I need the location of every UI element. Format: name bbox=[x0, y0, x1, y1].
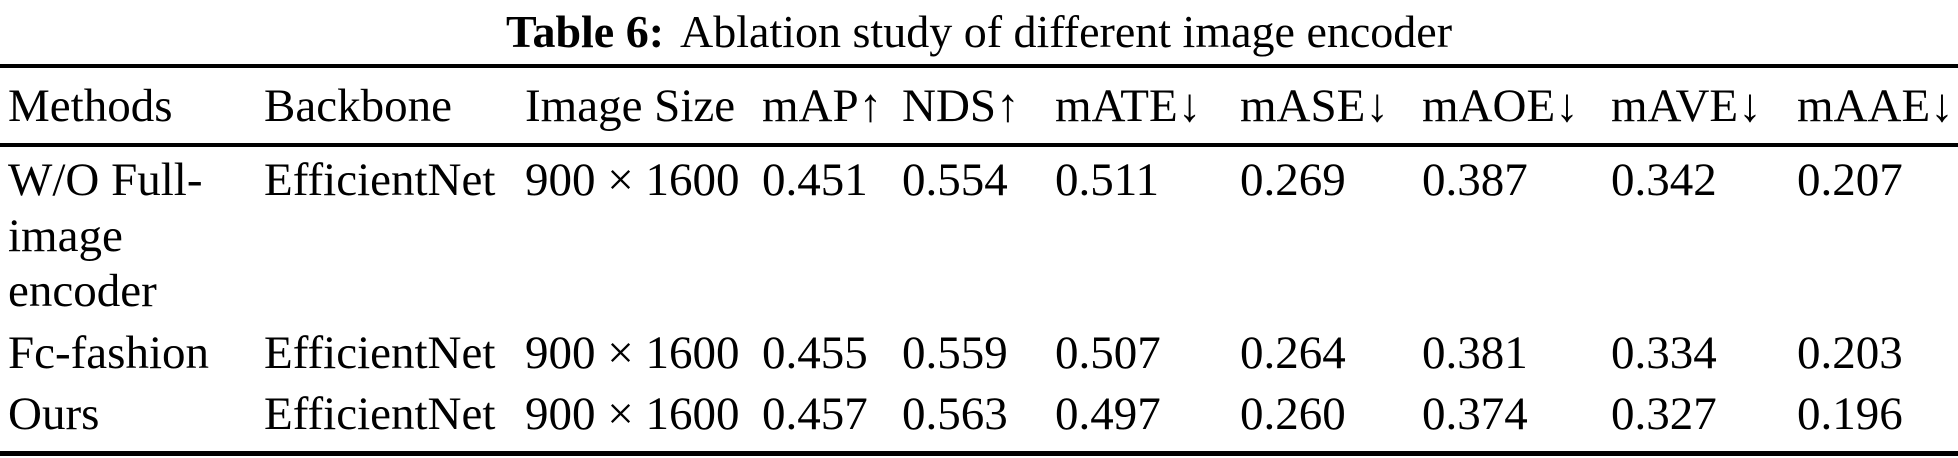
cell-method: Fc-fashion bbox=[8, 326, 210, 379]
cell-map: 0.451 bbox=[762, 154, 868, 207]
cell-nds: 0.554 bbox=[902, 154, 1008, 207]
table-row-wo-full-image-encoder: W/O Full-image encoder EfficientNet 900 … bbox=[0, 145, 1958, 319]
col-header-mave: mAVE↓ bbox=[1611, 66, 1797, 148]
cell-mave: 0.327 bbox=[1611, 388, 1717, 441]
header-row: Methods Backbone Image Size mAP↑ NDS↑ mA… bbox=[0, 66, 1958, 148]
cell-mate: 0.497 bbox=[1055, 388, 1161, 441]
col-header-map: mAP↑ bbox=[762, 66, 902, 148]
table-row-fc-fashion: Fc-fashion EfficientNet 900 × 1600 0.455… bbox=[0, 320, 1958, 381]
cell-mase: 0.269 bbox=[1240, 154, 1346, 207]
cell-maae: 0.207 bbox=[1797, 154, 1903, 207]
cell-mate: 0.511 bbox=[1055, 154, 1160, 207]
col-header-maae: mAAE↓ bbox=[1797, 66, 1958, 148]
cell-method: W/O Full-image encoder bbox=[8, 154, 203, 318]
cell-image-size: 900 × 1600 bbox=[525, 154, 740, 207]
cell-image-size: 900 × 1600 bbox=[525, 388, 740, 441]
col-header-backbone: Backbone bbox=[264, 66, 525, 148]
col-header-mase: mASE↓ bbox=[1240, 66, 1422, 148]
cell-backbone: EfficientNet bbox=[264, 154, 496, 207]
cell-mase: 0.264 bbox=[1240, 326, 1346, 379]
cell-backbone: EfficientNet bbox=[264, 388, 496, 441]
table-caption: Table 6: Ablation study of different imag… bbox=[0, 0, 1958, 64]
cell-maae: 0.203 bbox=[1797, 326, 1903, 379]
cell-nds: 0.559 bbox=[902, 326, 1008, 379]
cell-maae: 0.196 bbox=[1797, 388, 1903, 441]
cell-nds: 0.563 bbox=[902, 388, 1008, 441]
table-caption-label: Table 6: bbox=[505, 6, 665, 57]
cell-map: 0.457 bbox=[762, 388, 868, 441]
cell-mave: 0.342 bbox=[1611, 154, 1717, 207]
cell-mate: 0.507 bbox=[1055, 326, 1161, 379]
cell-backbone: EfficientNet bbox=[264, 326, 496, 379]
cell-map: 0.455 bbox=[762, 326, 868, 379]
col-header-methods: Methods bbox=[0, 66, 264, 148]
cell-mase: 0.260 bbox=[1240, 388, 1346, 441]
col-header-maoe: mAOE↓ bbox=[1422, 66, 1611, 148]
cell-maoe: 0.381 bbox=[1422, 326, 1528, 379]
cell-maoe: 0.387 bbox=[1422, 154, 1528, 207]
col-header-image-size: Image Size bbox=[525, 66, 762, 148]
cell-maoe: 0.374 bbox=[1422, 388, 1528, 441]
cell-method: Ours bbox=[8, 388, 100, 441]
cell-mave: 0.334 bbox=[1611, 326, 1717, 379]
col-header-mate: mATE↓ bbox=[1055, 66, 1240, 148]
table-row-ours: Ours EfficientNet 900 × 1600 0.457 0.563… bbox=[0, 381, 1958, 453]
cell-image-size: 900 × 1600 bbox=[525, 326, 740, 379]
ablation-study-table: Methods Backbone Image Size mAP↑ NDS↑ mA… bbox=[0, 64, 1958, 456]
col-header-nds: NDS↑ bbox=[902, 66, 1055, 148]
table-caption-text: Ablation study of different image encode… bbox=[680, 6, 1453, 57]
